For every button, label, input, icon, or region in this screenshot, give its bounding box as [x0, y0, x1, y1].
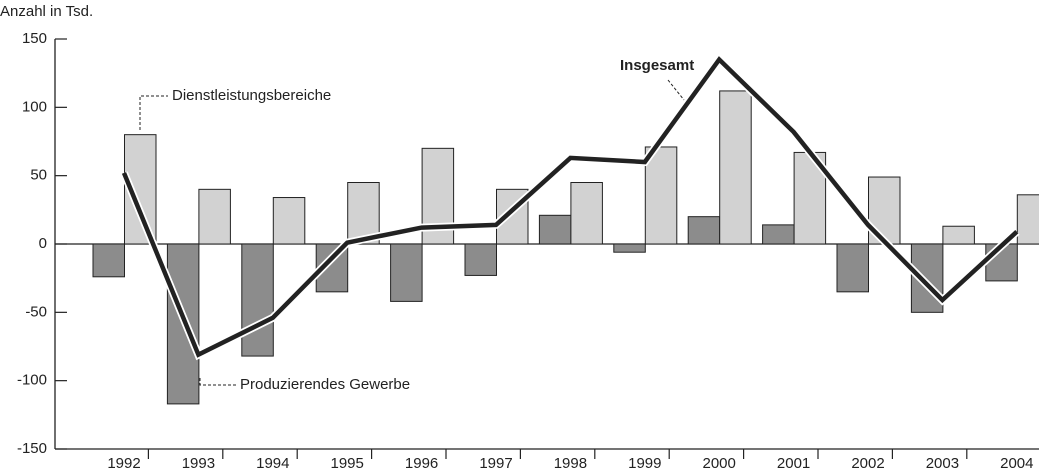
bar: [464, 243, 497, 276]
bar: [124, 134, 157, 245]
x-tick-label: 1997: [479, 455, 512, 471]
bar: [942, 225, 975, 245]
leader: [199, 378, 236, 386]
bar: [390, 243, 423, 302]
bar: [613, 243, 646, 253]
bar: [1016, 194, 1039, 245]
annotation: Dienstleistungsbereiche: [172, 87, 331, 104]
bar: [538, 214, 572, 245]
annotation: Produzierendes Gewerbe: [240, 376, 410, 393]
y-tick-label: 100: [22, 98, 47, 115]
x-tick-label: 1992: [107, 455, 140, 471]
y-tick-label: -100: [17, 372, 47, 389]
bar: [570, 182, 603, 245]
annotation: Insgesamt: [620, 57, 694, 74]
x-tick-label: 1994: [256, 455, 289, 471]
y-tick-label: 50: [30, 167, 47, 184]
leader: [139, 95, 168, 130]
y-tick-label: 0: [39, 235, 47, 252]
y-tick-label: -150: [17, 440, 47, 457]
y-axis-label: Anzahl in Tsd.: [0, 3, 93, 20]
x-tick-label: 2002: [851, 455, 884, 471]
bar: [272, 197, 306, 245]
bar: [644, 146, 678, 245]
x-tick-label: 1999: [628, 455, 661, 471]
x-tick-label: 2001: [777, 455, 810, 471]
y-tick-label: -50: [25, 303, 47, 320]
y-tick-label: 150: [22, 30, 47, 47]
x-tick-label: 1998: [554, 455, 587, 471]
x-tick-label: 1995: [331, 455, 364, 471]
line: [121, 56, 1019, 358]
x-tick-label: 1996: [405, 455, 438, 471]
bar: [241, 243, 274, 357]
bar: [719, 90, 752, 245]
leader: [667, 79, 685, 101]
x-tick-label: 2004: [1000, 455, 1033, 471]
bar: [92, 243, 125, 278]
bar: [198, 188, 231, 245]
bar: [687, 216, 721, 245]
bar: [836, 243, 869, 293]
x-tick-label: 2003: [926, 455, 959, 471]
x-tick-label: 2000: [703, 455, 736, 471]
bar: [762, 224, 795, 245]
x-tick-label: 1993: [182, 455, 215, 471]
